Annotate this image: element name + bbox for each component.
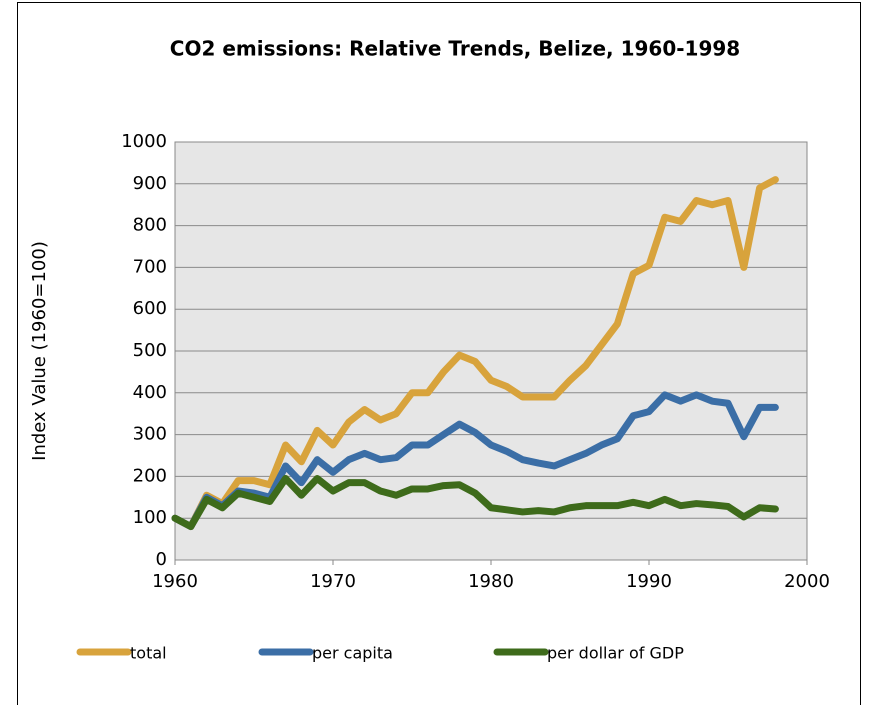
chart-title: CO2 emissions: Relative Trends, Belize, … [170, 37, 740, 61]
series-line [171, 391, 779, 531]
y-tick-label: 700 [133, 256, 167, 277]
x-tick-label: 1980 [468, 571, 514, 592]
x-tick-label: 1960 [152, 571, 198, 592]
y-tick-label: 600 [133, 298, 167, 319]
legend-label: total [130, 644, 167, 663]
legend-label: per dollar of GDP [547, 644, 684, 663]
legend-label: per capita [312, 644, 393, 663]
y-tick-label: 900 [133, 173, 167, 194]
x-tick-label: 1970 [310, 571, 356, 592]
y-tick-label: 500 [133, 340, 167, 361]
y-tick-label: 0 [156, 549, 167, 570]
y-axis-title: Index Value (1960=100) [29, 241, 50, 461]
series-line [171, 474, 779, 531]
y-tick-label: 800 [133, 215, 167, 236]
y-tick-label: 200 [133, 465, 167, 486]
x-tick-label: 2000 [784, 571, 830, 592]
x-tick-label: 1990 [626, 571, 672, 592]
y-tick-label: 1000 [121, 131, 167, 152]
y-tick-label: 400 [133, 382, 167, 403]
y-tick-label: 100 [133, 507, 167, 528]
y-tick-label: 300 [133, 424, 167, 445]
series-line [171, 176, 779, 531]
